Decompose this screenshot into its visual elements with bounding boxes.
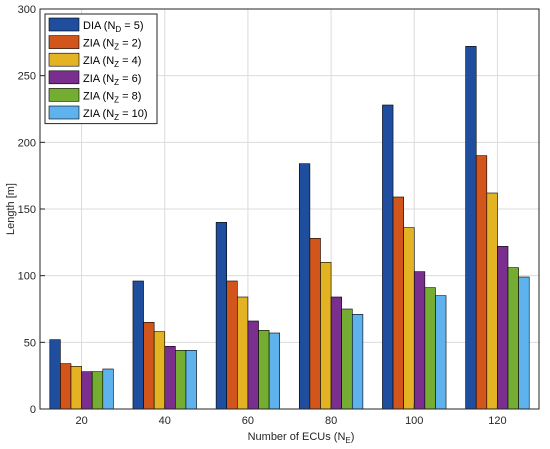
y-tick-label: 50 [24, 337, 36, 349]
bar [465, 46, 477, 410]
legend-swatch [48, 35, 80, 49]
bar [298, 163, 311, 410]
x-tick-label: 80 [325, 415, 337, 427]
bar [91, 371, 104, 410]
bar [518, 276, 530, 410]
y-tick-label: 250 [18, 71, 36, 83]
bar [132, 280, 144, 410]
bar [341, 308, 353, 410]
y-tick-label: 100 [18, 271, 36, 283]
legend-swatch [48, 88, 80, 102]
y-tick-label: 150 [18, 204, 36, 216]
x-tick-label: 40 [159, 415, 171, 427]
legend: DIA (ND = 5) ZIA (NZ = 2) ZIA (NZ = 4) ZIA … [44, 13, 158, 125]
bar [226, 280, 238, 410]
x-axis-title: Number of ECUs (NE) [248, 431, 355, 445]
y-axis-ticks: 0 50 100 150 200 250 300 [18, 4, 45, 416]
bar [268, 332, 281, 410]
bar [70, 366, 82, 410]
bar [413, 271, 426, 410]
y-tick-label: 300 [18, 4, 36, 16]
bar [164, 346, 176, 410]
bar [497, 246, 509, 410]
legend-entry: ZIA (NZ = 2) [83, 38, 141, 52]
bar [81, 371, 93, 410]
bar [403, 227, 415, 410]
bar [320, 262, 332, 410]
bar [309, 238, 321, 410]
legend-entry: ZIA (NZ = 8) [83, 90, 141, 104]
bar [475, 155, 488, 410]
legend-swatch [48, 105, 80, 120]
bar [102, 368, 114, 410]
bar [49, 339, 61, 410]
bar [143, 322, 155, 410]
x-tick-label: 20 [75, 415, 87, 427]
bar [486, 192, 498, 410]
x-tick-label: 60 [242, 415, 254, 427]
bars [49, 46, 530, 410]
bar [60, 363, 72, 410]
y-tick-label: 0 [30, 404, 36, 416]
x-axis-ticks: 20 40 60 80 100 120 [75, 404, 507, 427]
x-tick-label: 100 [405, 415, 423, 427]
legend-entry: ZIA (NZ = 4) [83, 55, 141, 69]
bar [247, 320, 259, 410]
bar [330, 296, 342, 410]
bar [507, 267, 519, 410]
legend-entry: ZIA (NZ = 6) [83, 73, 141, 87]
y-tick-label: 200 [18, 137, 36, 149]
bar [392, 196, 404, 410]
legend-swatch [48, 17, 80, 32]
legend-entry: DIA (ND = 5) [83, 20, 144, 34]
bar [435, 295, 447, 410]
legend-entry: ZIA (NZ = 10) [83, 108, 148, 122]
bar [237, 296, 249, 410]
legend-swatch [48, 70, 80, 85]
legend-swatch [48, 52, 80, 67]
bar [185, 350, 197, 410]
bar [351, 314, 364, 410]
bar [215, 222, 228, 410]
bar [258, 330, 270, 410]
bar [382, 104, 394, 410]
bar [424, 287, 436, 410]
legend-box [44, 13, 158, 125]
bar [153, 331, 166, 410]
x-tick-label: 120 [488, 415, 506, 427]
y-axis-title: Length [m] [5, 183, 17, 235]
bar [175, 350, 187, 410]
